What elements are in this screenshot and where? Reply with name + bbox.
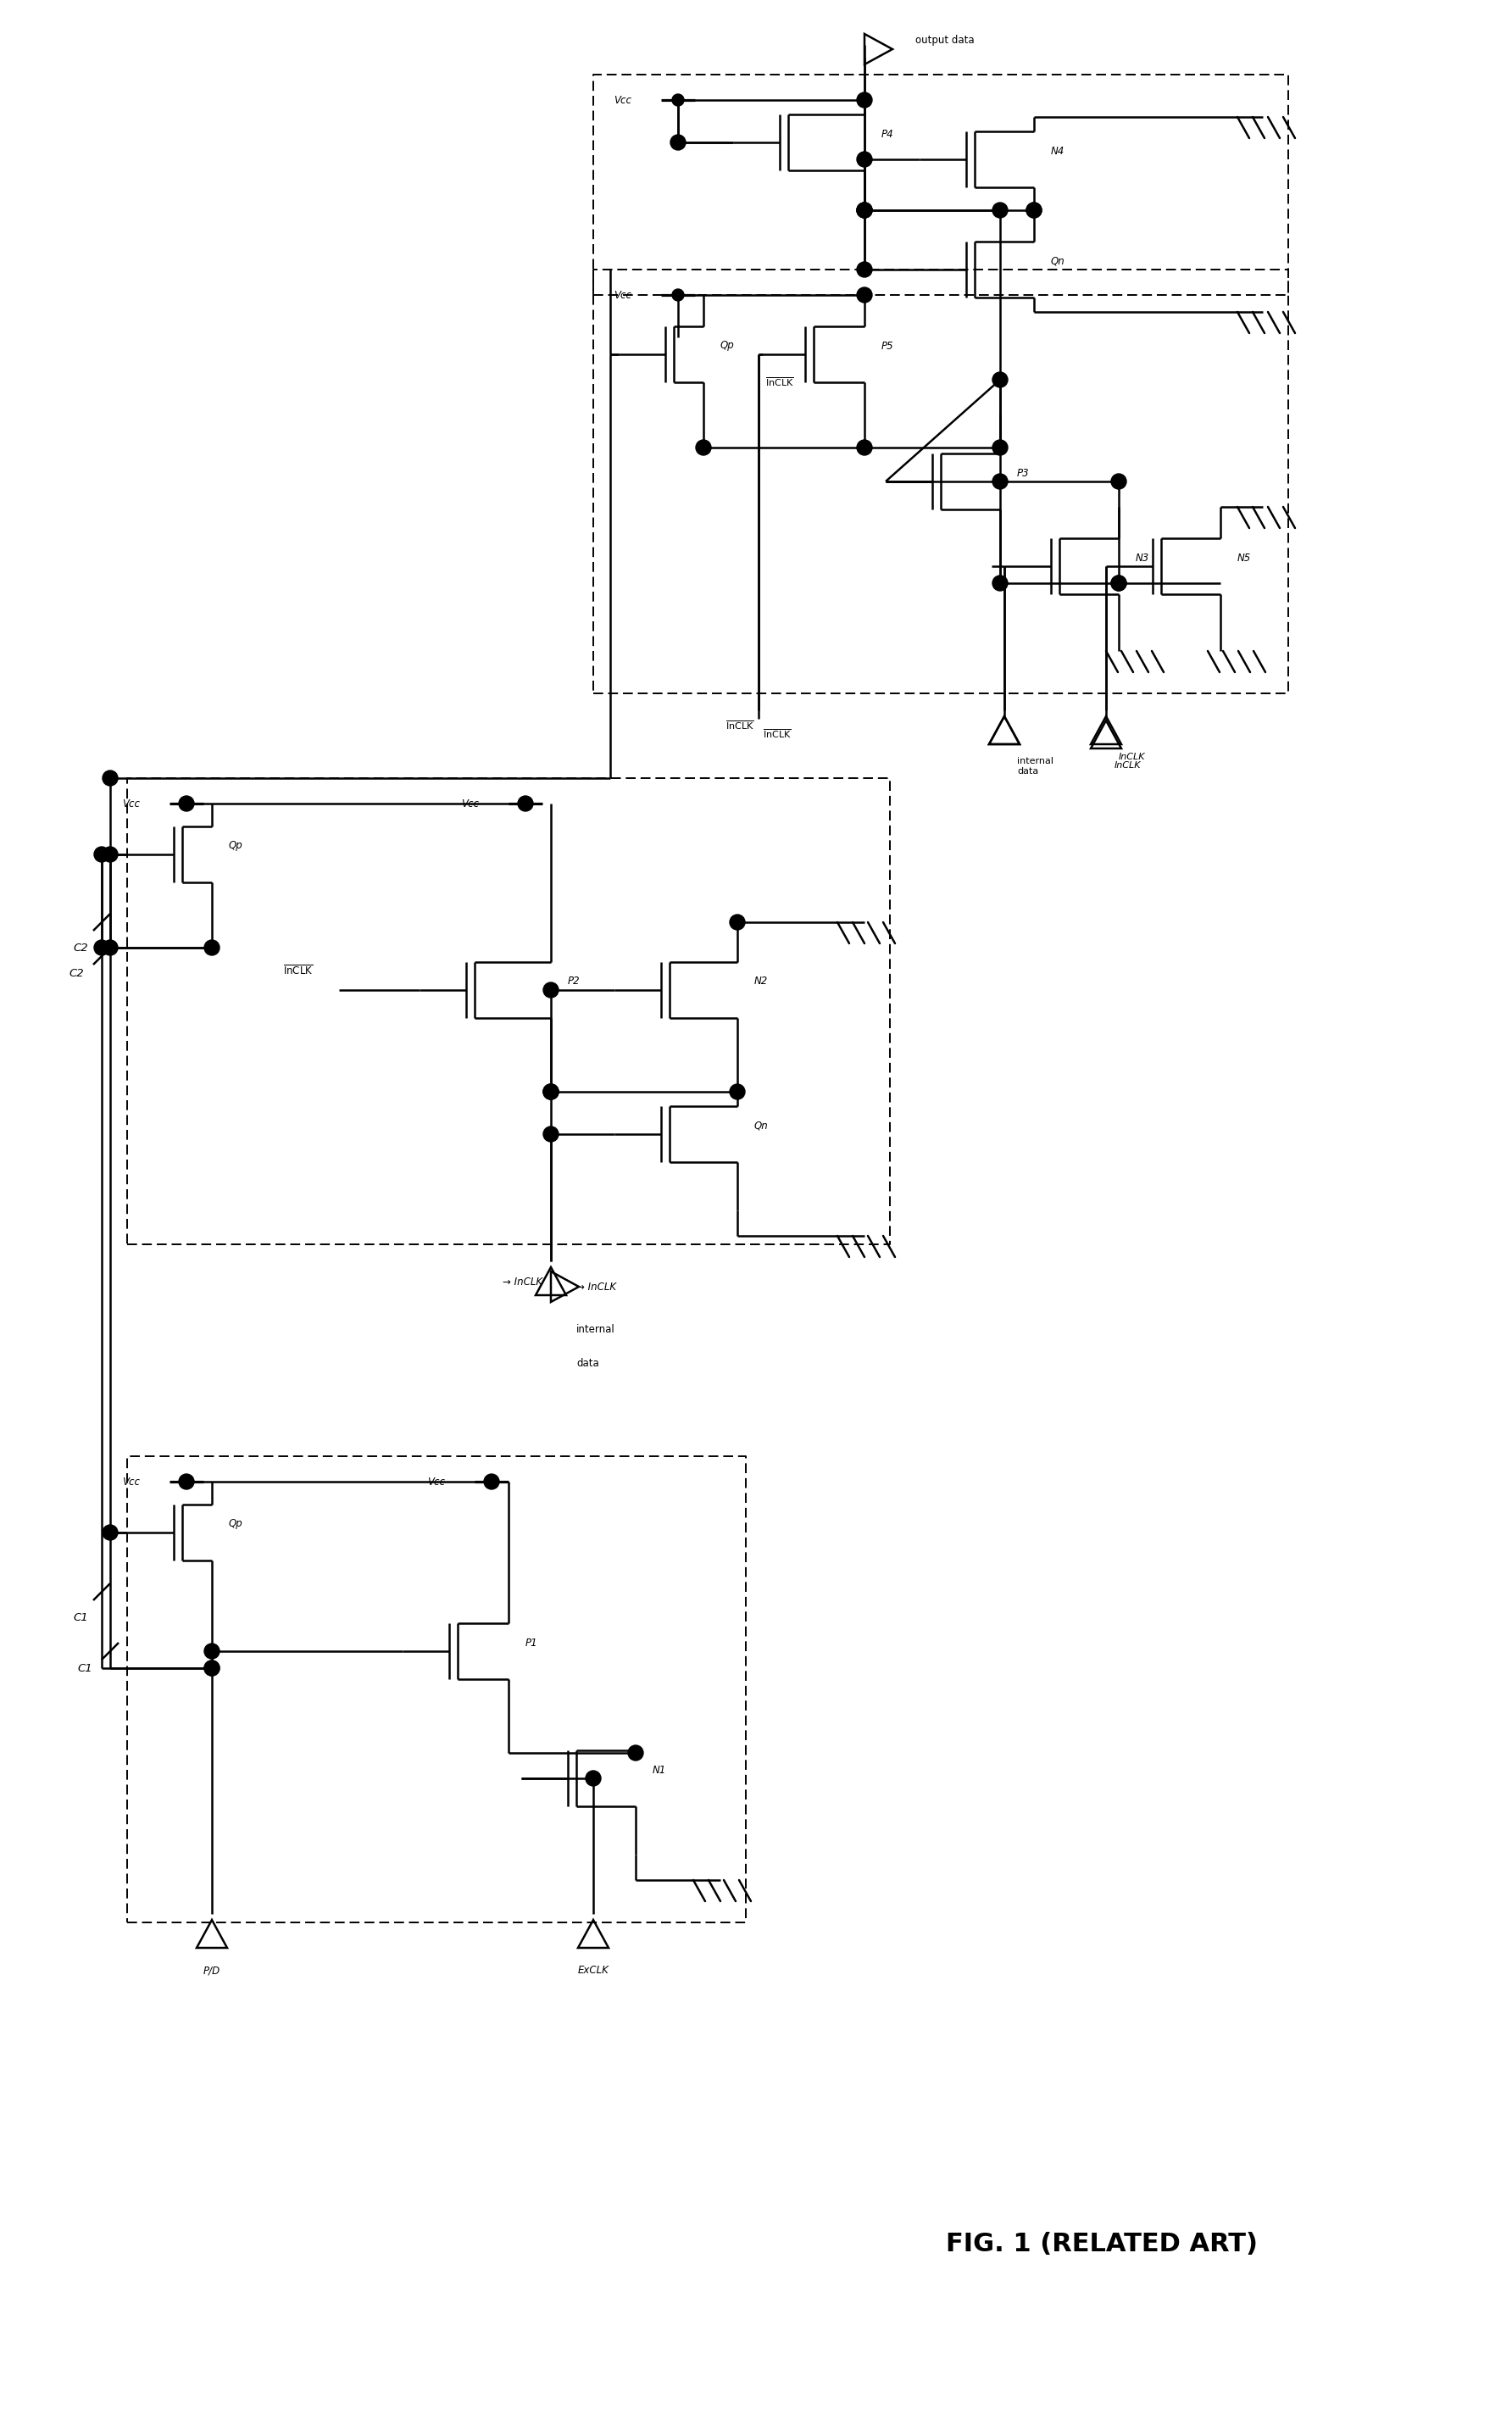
Text: Qp: Qp [228,841,243,851]
Text: P5: P5 [881,340,894,352]
Text: Vcc: Vcc [614,95,632,105]
Circle shape [204,1643,219,1658]
Circle shape [543,1084,558,1099]
Circle shape [992,440,1007,455]
Text: ExCLK: ExCLK [578,1964,609,1976]
Circle shape [485,1476,497,1488]
Text: N3: N3 [1136,552,1149,564]
Text: Vcc: Vcc [122,797,139,810]
Text: $\overline{\rm InCLK}$: $\overline{\rm InCLK}$ [762,727,791,739]
Text: internal
data: internal data [1018,756,1054,775]
Text: P2: P2 [569,975,581,987]
Circle shape [992,576,1007,591]
Text: P3: P3 [1018,467,1030,479]
Text: P1: P1 [526,1636,538,1648]
Circle shape [103,1524,118,1541]
Circle shape [730,1084,745,1099]
Text: output data: output data [915,34,974,46]
Circle shape [520,797,531,810]
Circle shape [103,941,118,955]
Text: C1: C1 [77,1663,92,1673]
Circle shape [992,372,1007,387]
Text: → InCLK: → InCLK [576,1281,617,1293]
Circle shape [180,797,192,810]
Text: → InCLK: → InCLK [502,1276,543,1288]
Circle shape [1111,576,1126,591]
Circle shape [857,440,872,455]
Text: FIG. 1 (RELATED ART): FIG. 1 (RELATED ART) [947,2232,1258,2256]
Text: N2: N2 [754,975,768,987]
Text: internal: internal [576,1322,615,1335]
Text: InCLK: InCLK [1114,761,1142,771]
Circle shape [517,795,534,812]
Circle shape [543,1084,558,1099]
Text: Vcc: Vcc [461,797,479,810]
Text: N1: N1 [653,1765,667,1775]
Circle shape [857,287,872,301]
Text: P4: P4 [881,129,894,139]
Circle shape [1027,202,1042,219]
Text: Vcc: Vcc [614,289,632,301]
Circle shape [673,289,683,301]
Circle shape [543,1126,558,1143]
Circle shape [178,795,194,812]
Circle shape [857,92,872,107]
Circle shape [585,1770,600,1787]
Circle shape [857,202,872,219]
Circle shape [730,914,745,929]
Circle shape [857,202,872,219]
Circle shape [103,846,118,863]
Circle shape [204,1660,219,1675]
Text: C2: C2 [70,968,83,980]
Circle shape [1111,576,1126,591]
Text: data: data [576,1356,599,1369]
Circle shape [543,982,558,997]
Circle shape [103,771,118,785]
Text: Qn: Qn [754,1121,768,1130]
Text: Qp: Qp [720,340,735,352]
Text: $\overline{\rm InCLK}$: $\overline{\rm InCLK}$ [726,720,754,732]
Circle shape [1111,474,1126,489]
Circle shape [94,846,109,863]
Circle shape [1027,202,1042,219]
Text: N5: N5 [1237,552,1250,564]
Circle shape [992,202,1007,219]
Text: Qp: Qp [228,1519,243,1529]
Circle shape [857,263,872,277]
Circle shape [204,941,219,955]
Circle shape [857,202,872,219]
Text: $\overline{\rm InCLK}$: $\overline{\rm InCLK}$ [283,965,313,977]
Circle shape [204,1660,219,1675]
Circle shape [178,1473,194,1490]
Circle shape [627,1745,643,1760]
Circle shape [94,941,109,955]
Text: P/D: P/D [203,1964,221,1976]
Text: $\overline{\rm InCLK}$: $\overline{\rm InCLK}$ [765,374,794,389]
Text: InCLK: InCLK [1119,754,1146,761]
Text: C2: C2 [73,943,88,953]
Text: Vcc: Vcc [428,1476,445,1488]
Circle shape [543,1084,558,1099]
Text: Vcc: Vcc [122,1476,139,1488]
Circle shape [992,474,1007,489]
Text: N4: N4 [1051,146,1064,156]
Circle shape [857,151,872,168]
Circle shape [670,134,685,151]
Text: Qn: Qn [1051,255,1064,267]
Circle shape [484,1473,499,1490]
Circle shape [673,95,683,107]
Text: C1: C1 [73,1612,88,1624]
Circle shape [180,1476,192,1488]
Circle shape [696,440,711,455]
